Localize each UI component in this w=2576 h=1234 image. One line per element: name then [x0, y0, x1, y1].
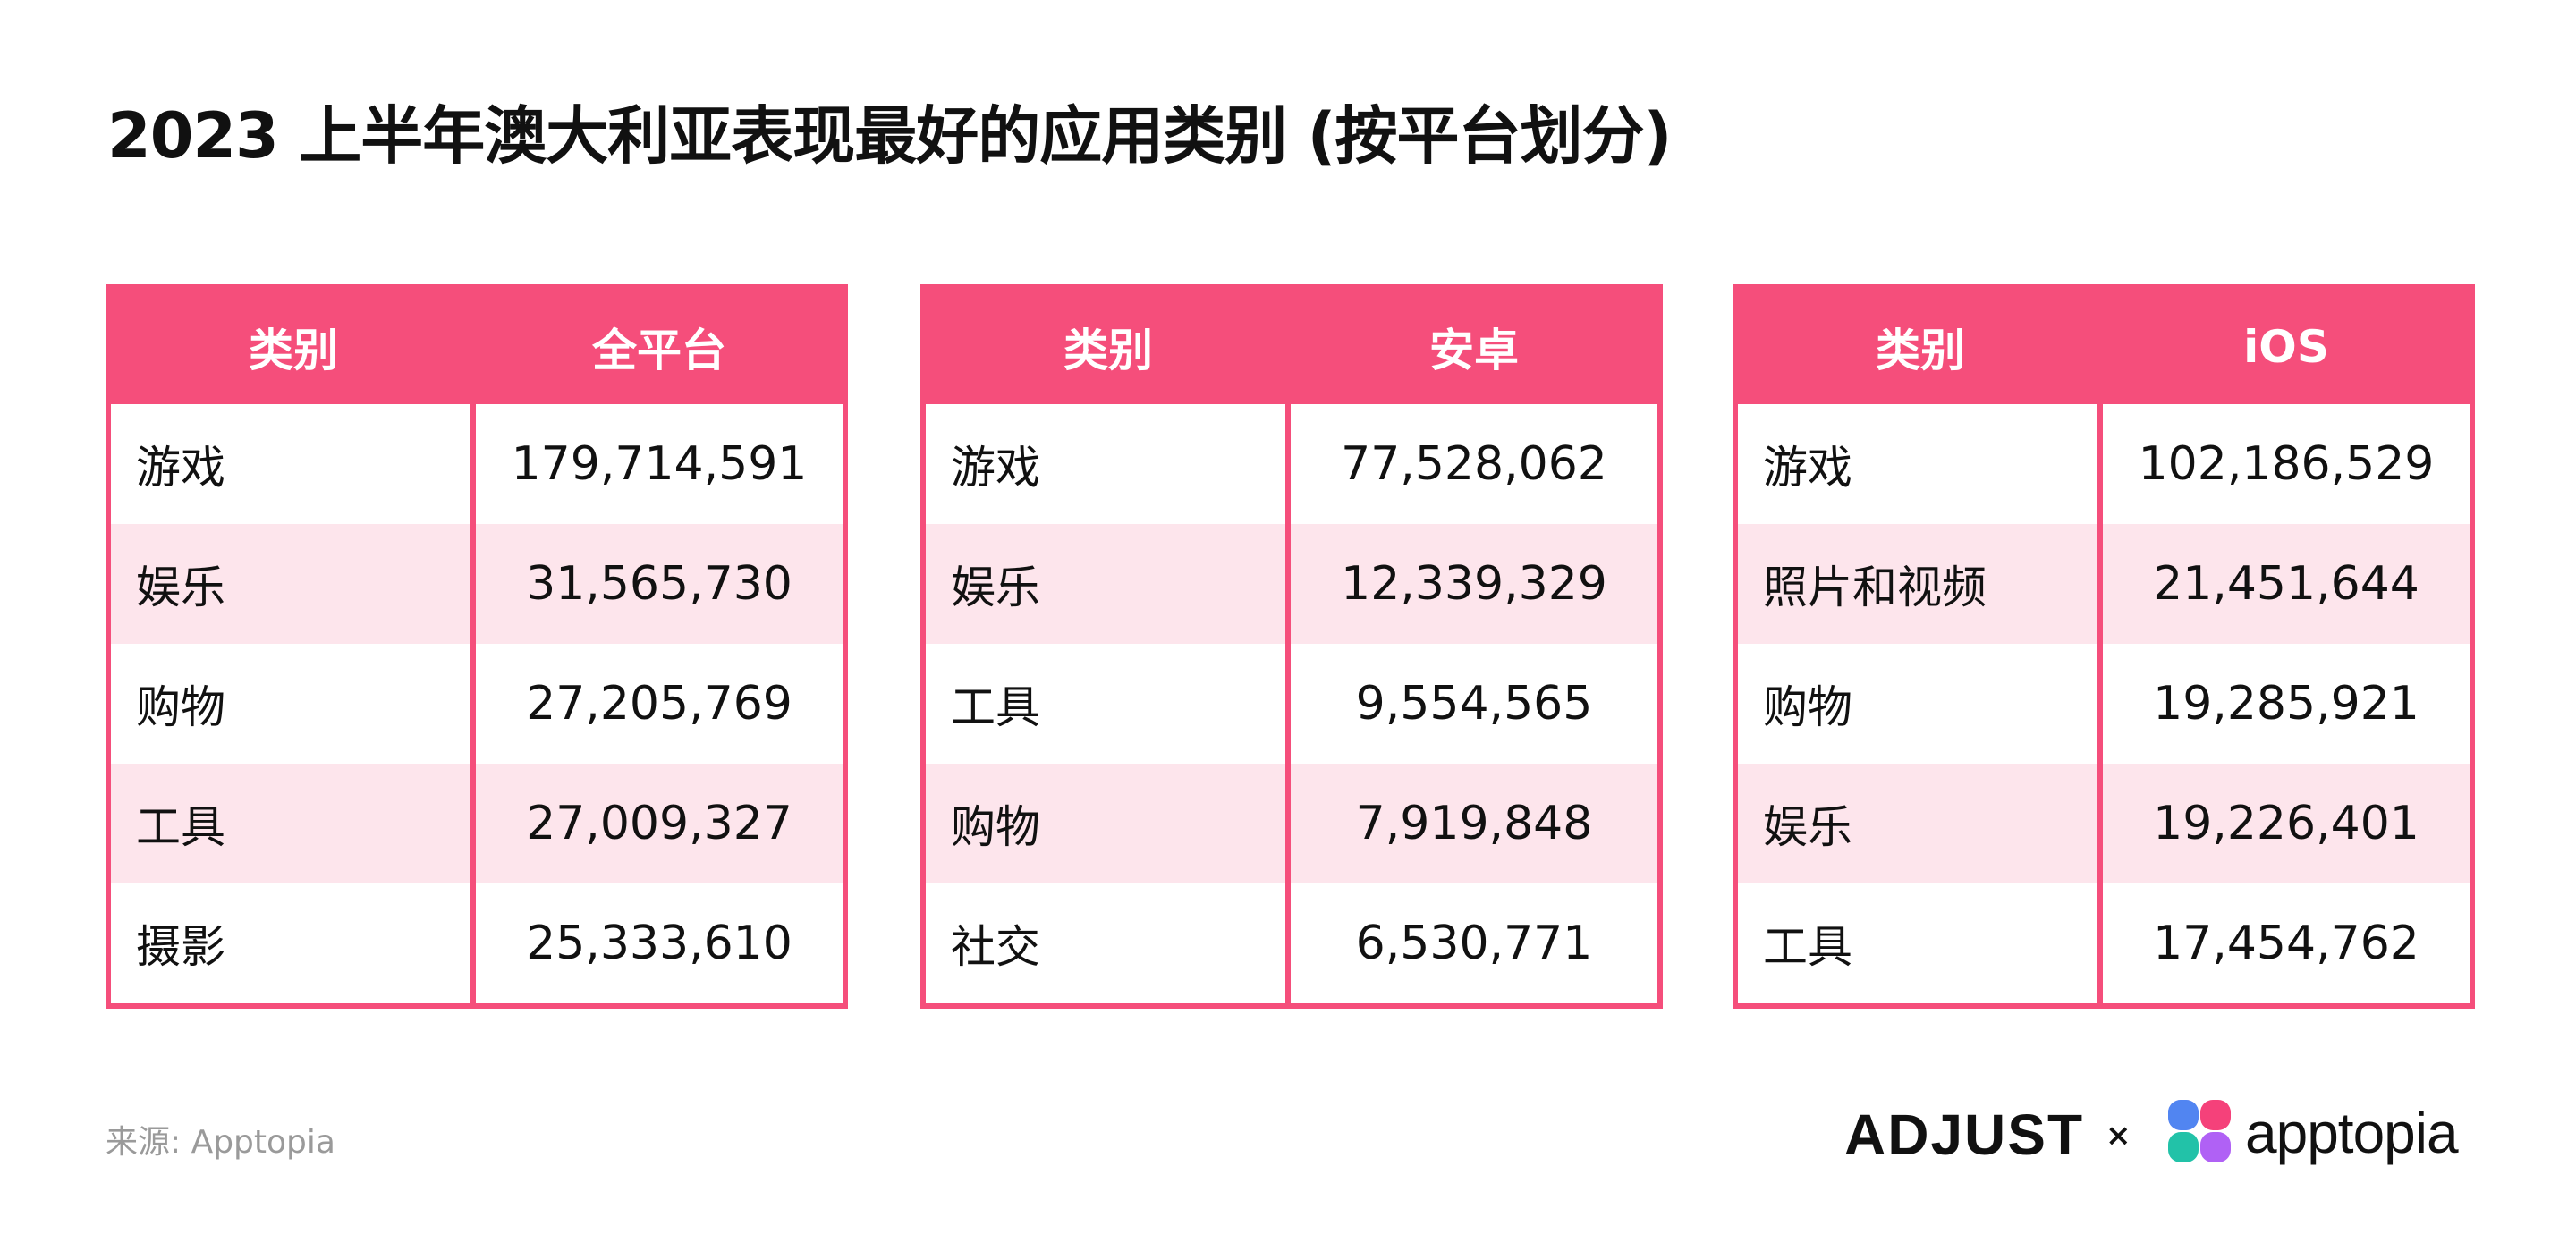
- row-value: 31,565,730: [526, 557, 792, 611]
- source-note: 来源: Apptopia: [106, 1124, 335, 1161]
- row-category: 购物: [926, 764, 1291, 883]
- table-row: 游戏 77,528,062: [926, 404, 1657, 524]
- row-category: 社交: [926, 883, 1291, 1003]
- row-category: 游戏: [926, 404, 1291, 524]
- table-row: 娱乐 12,339,329: [926, 524, 1657, 644]
- row-value: 19,285,921: [2153, 677, 2419, 731]
- row-value: 12,339,329: [1341, 557, 1607, 611]
- header-category: 类别: [1063, 325, 1153, 376]
- table-row: 购物 7,919,848: [926, 764, 1657, 883]
- row-category: 购物: [111, 644, 476, 764]
- row-category: 工具: [1738, 883, 2103, 1003]
- table-row: 社交 6,530,771: [926, 883, 1657, 1003]
- row-value: 17,454,762: [2153, 917, 2419, 970]
- row-category: 游戏: [1738, 404, 2103, 524]
- row-category: 购物: [1738, 644, 2103, 764]
- table-row: 工具 17,454,762: [1738, 883, 2470, 1003]
- row-value: 179,714,591: [511, 437, 808, 491]
- table-row: 照片和视频 21,451,644: [1738, 524, 2470, 644]
- table-row: 工具 9,554,565: [926, 644, 1657, 764]
- row-value: 27,205,769: [526, 677, 792, 731]
- row-value: 6,530,771: [1355, 917, 1593, 970]
- row-category: 照片和视频: [1738, 524, 2103, 644]
- times-separator: ×: [2106, 1118, 2131, 1154]
- row-category: 娱乐: [926, 524, 1291, 644]
- row-value: 102,186,529: [2138, 437, 2435, 491]
- tables-area: 类别 全平台 游戏 179,714,591 娱乐 31,565,730 购物 2…: [0, 284, 2576, 1009]
- row-category: 摄影: [111, 883, 476, 1003]
- table-row: 摄影 25,333,610: [111, 883, 843, 1003]
- table-row: 游戏 179,714,591: [111, 404, 843, 524]
- table-row: 购物 27,205,769: [111, 644, 843, 764]
- header-category: 类别: [249, 325, 338, 376]
- page-title: 2023 上半年澳大利亚表现最好的应用类别 (按平台划分): [107, 99, 1673, 173]
- row-value: 77,528,062: [1341, 437, 1607, 491]
- table-row: 工具 27,009,327: [111, 764, 843, 883]
- row-category: 工具: [111, 764, 476, 883]
- row-category: 娱乐: [1738, 764, 2103, 883]
- adjust-logo: ADJUST: [1844, 1103, 2085, 1167]
- header-platform: 全平台: [592, 325, 726, 376]
- header-category: 类别: [1876, 325, 1965, 376]
- table-header: 类别 安卓: [926, 290, 1657, 404]
- row-value: 21,451,644: [2153, 557, 2419, 611]
- row-value: 9,554,565: [1355, 677, 1593, 731]
- row-value: 25,333,610: [526, 917, 792, 970]
- row-value: 27,009,327: [526, 797, 792, 850]
- row-category: 工具: [926, 644, 1291, 764]
- row-category: 游戏: [111, 404, 476, 524]
- logo-area: ADJUST × apptopia: [0, 1095, 2576, 1175]
- table-android: 类别 安卓 游戏 77,528,062 娱乐 12,339,329 工具 9,5…: [920, 284, 1663, 1009]
- apptopia-mark-icon: [2168, 1100, 2231, 1162]
- table-all-platforms: 类别 全平台 游戏 179,714,591 娱乐 31,565,730 购物 2…: [106, 284, 848, 1009]
- header-platform: iOS: [2243, 321, 2329, 373]
- table-row: 购物 19,285,921: [1738, 644, 2470, 764]
- table-header: 类别 全平台: [111, 290, 843, 404]
- table-row: 娱乐 19,226,401: [1738, 764, 2470, 883]
- header-platform: 安卓: [1429, 325, 1519, 376]
- table-ios: 类别 iOS 游戏 102,186,529 照片和视频 21,451,644 购…: [1733, 284, 2475, 1009]
- apptopia-logo-text: apptopia: [2245, 1101, 2459, 1165]
- row-value: 7,919,848: [1355, 797, 1593, 850]
- table-header: 类别 iOS: [1738, 290, 2470, 404]
- row-category: 娱乐: [111, 524, 476, 644]
- row-value: 19,226,401: [2153, 797, 2419, 850]
- table-row: 游戏 102,186,529: [1738, 404, 2470, 524]
- table-row: 娱乐 31,565,730: [111, 524, 843, 644]
